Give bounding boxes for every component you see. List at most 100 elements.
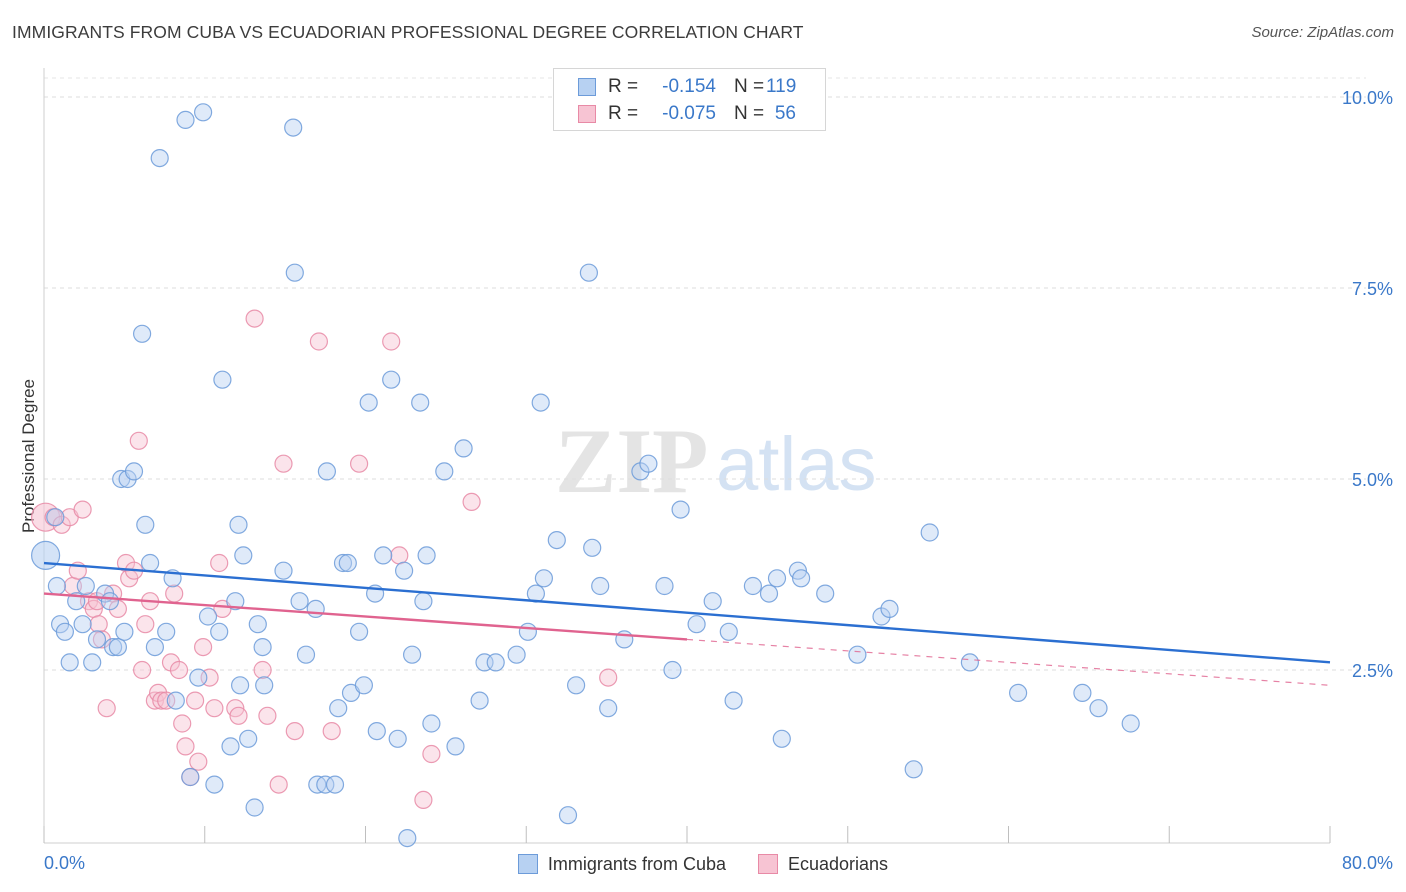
point-cuba <box>367 721 386 741</box>
point-cuba <box>329 699 348 718</box>
point-cuba <box>359 393 378 412</box>
point-cuba <box>325 775 345 794</box>
point-ecuadorians <box>97 699 116 718</box>
point-cuba <box>229 515 248 534</box>
point-cuba <box>226 592 245 611</box>
point-cuba <box>239 729 258 748</box>
point-cuba <box>124 462 144 481</box>
point-cuba <box>388 729 407 748</box>
point-cuba <box>411 393 430 412</box>
point-ecuadorians <box>253 660 272 680</box>
legend-row-ecuadorians: R = -0.075 N = 56 <box>578 102 796 126</box>
point-cuba <box>507 645 526 664</box>
point-cuba <box>414 592 433 611</box>
series-label-cuba: Immigrants from Cuba <box>547 853 726 874</box>
correlation-legend: R = -0.154 N = 119 R = -0.075 N = 56 <box>553 68 826 131</box>
point-cuba <box>108 637 128 657</box>
point-ecuadorians <box>173 714 192 733</box>
point-cuba <box>422 714 441 733</box>
point-cuba <box>284 118 303 137</box>
trendline-cuba <box>43 561 1331 664</box>
point-ecuadorians <box>390 546 409 565</box>
point-cuba <box>317 462 336 481</box>
point-cuba <box>558 806 578 825</box>
point-cuba <box>60 653 79 672</box>
point-cuba <box>579 263 599 282</box>
point-cuba <box>333 553 353 573</box>
point-ecuadorians <box>258 706 277 725</box>
point-cuba <box>133 324 152 343</box>
legend-swatch-cuba <box>578 78 596 96</box>
point-cuba <box>245 798 264 817</box>
point-cuba <box>290 592 309 611</box>
point-cuba <box>435 462 454 481</box>
point-cuba <box>743 576 763 596</box>
point-cuba <box>350 622 369 641</box>
y-tick-label: 10.0% <box>1342 88 1393 108</box>
point-cuba <box>248 615 267 634</box>
point-cuba <box>296 645 316 664</box>
y-tick-label: 5.0% <box>1352 470 1393 490</box>
legend-n-value-cuba: 119 <box>766 76 797 97</box>
point-cuba <box>772 729 791 748</box>
point-cuba <box>599 699 618 718</box>
point-cuba <box>194 103 213 122</box>
point-ecuadorians <box>189 752 208 771</box>
series-label-ecuadorians: Ecuadorians <box>787 853 889 874</box>
point-ecuadorians <box>229 706 248 725</box>
y-tick-label: 7.5% <box>1352 279 1393 299</box>
point-cuba <box>534 569 554 588</box>
point-cuba <box>285 263 304 282</box>
point-ecuadorians <box>205 699 224 718</box>
point-cuba <box>920 523 939 542</box>
point-ecuadorians <box>89 615 108 634</box>
point-cuba <box>719 622 738 641</box>
point-cuba <box>880 599 899 619</box>
point-cuba <box>470 691 489 710</box>
x-tick-label: 80.0% <box>1342 853 1393 873</box>
point-cuba <box>446 737 465 756</box>
point-ecuadorians <box>136 615 155 634</box>
y-tick-label: 2.5% <box>1352 661 1393 681</box>
point-cuba <box>759 584 779 603</box>
point-cuba <box>73 615 92 634</box>
series-legend-item-cuba[interactable]: Immigrants from Cuba <box>517 853 726 875</box>
legend-n-value-ecuadorians: 56 <box>774 103 796 124</box>
series-legend-item-ecuadorians[interactable]: Ecuadorians <box>757 853 889 875</box>
point-cuba <box>767 569 787 588</box>
point-cuba <box>724 691 743 710</box>
point-cuba <box>518 622 538 641</box>
point-ecuadorians <box>245 309 264 328</box>
point-cuba <box>354 676 373 695</box>
point-cuba <box>231 676 250 695</box>
point-ecuadorians <box>169 660 189 680</box>
point-cuba <box>253 637 272 657</box>
point-cuba <box>47 576 67 596</box>
point-cuba <box>1073 683 1092 703</box>
point-ecuadorians <box>194 637 213 657</box>
point-cuba <box>210 622 229 641</box>
point-cuba <box>141 553 160 573</box>
point-cuba <box>398 828 417 848</box>
legend-row-cuba: R = -0.154 N = 119 <box>578 75 796 99</box>
point-cuba <box>583 538 602 557</box>
point-cuba <box>960 653 980 672</box>
point-cuba <box>531 393 550 412</box>
point-cuba <box>213 370 232 389</box>
chart-title: IMMIGRANTS FROM CUBA VS ECUADORIAN PROFE… <box>12 22 804 42</box>
legend-n-label: N = <box>734 76 765 97</box>
point-cuba <box>181 767 200 787</box>
point-ecuadorians <box>322 721 341 741</box>
point-ecuadorians <box>186 691 205 710</box>
watermark-atlas: atlas <box>716 422 877 507</box>
point-cuba <box>671 500 690 519</box>
trendline-ecuadorians-extension <box>686 638 1331 686</box>
point-cuba <box>30 540 61 571</box>
point-cuba <box>198 607 218 626</box>
point-cuba <box>547 530 566 550</box>
point-cuba <box>176 110 195 130</box>
legend-r-label: R = <box>608 76 639 97</box>
point-cuba <box>145 637 164 657</box>
series-legend: Immigrants from Cuba Ecuadorians <box>0 852 1406 876</box>
